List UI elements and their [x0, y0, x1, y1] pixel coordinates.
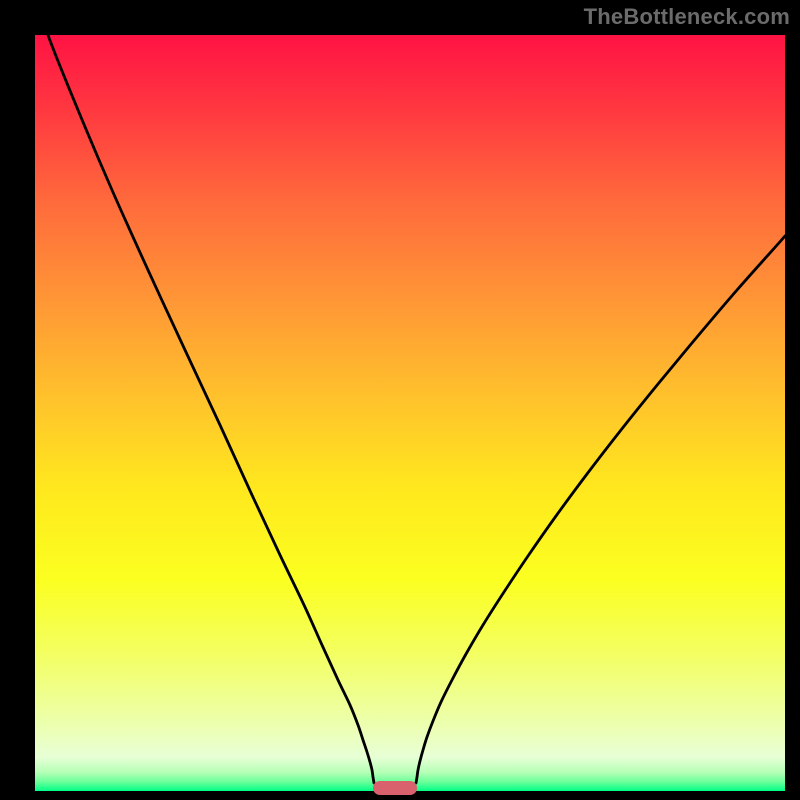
bottleneck-marker	[373, 781, 417, 795]
watermark-text: TheBottleneck.com	[584, 4, 790, 30]
bottleneck-chart	[0, 0, 800, 800]
chart-container: TheBottleneck.com	[0, 0, 800, 800]
plot-background	[35, 35, 785, 791]
